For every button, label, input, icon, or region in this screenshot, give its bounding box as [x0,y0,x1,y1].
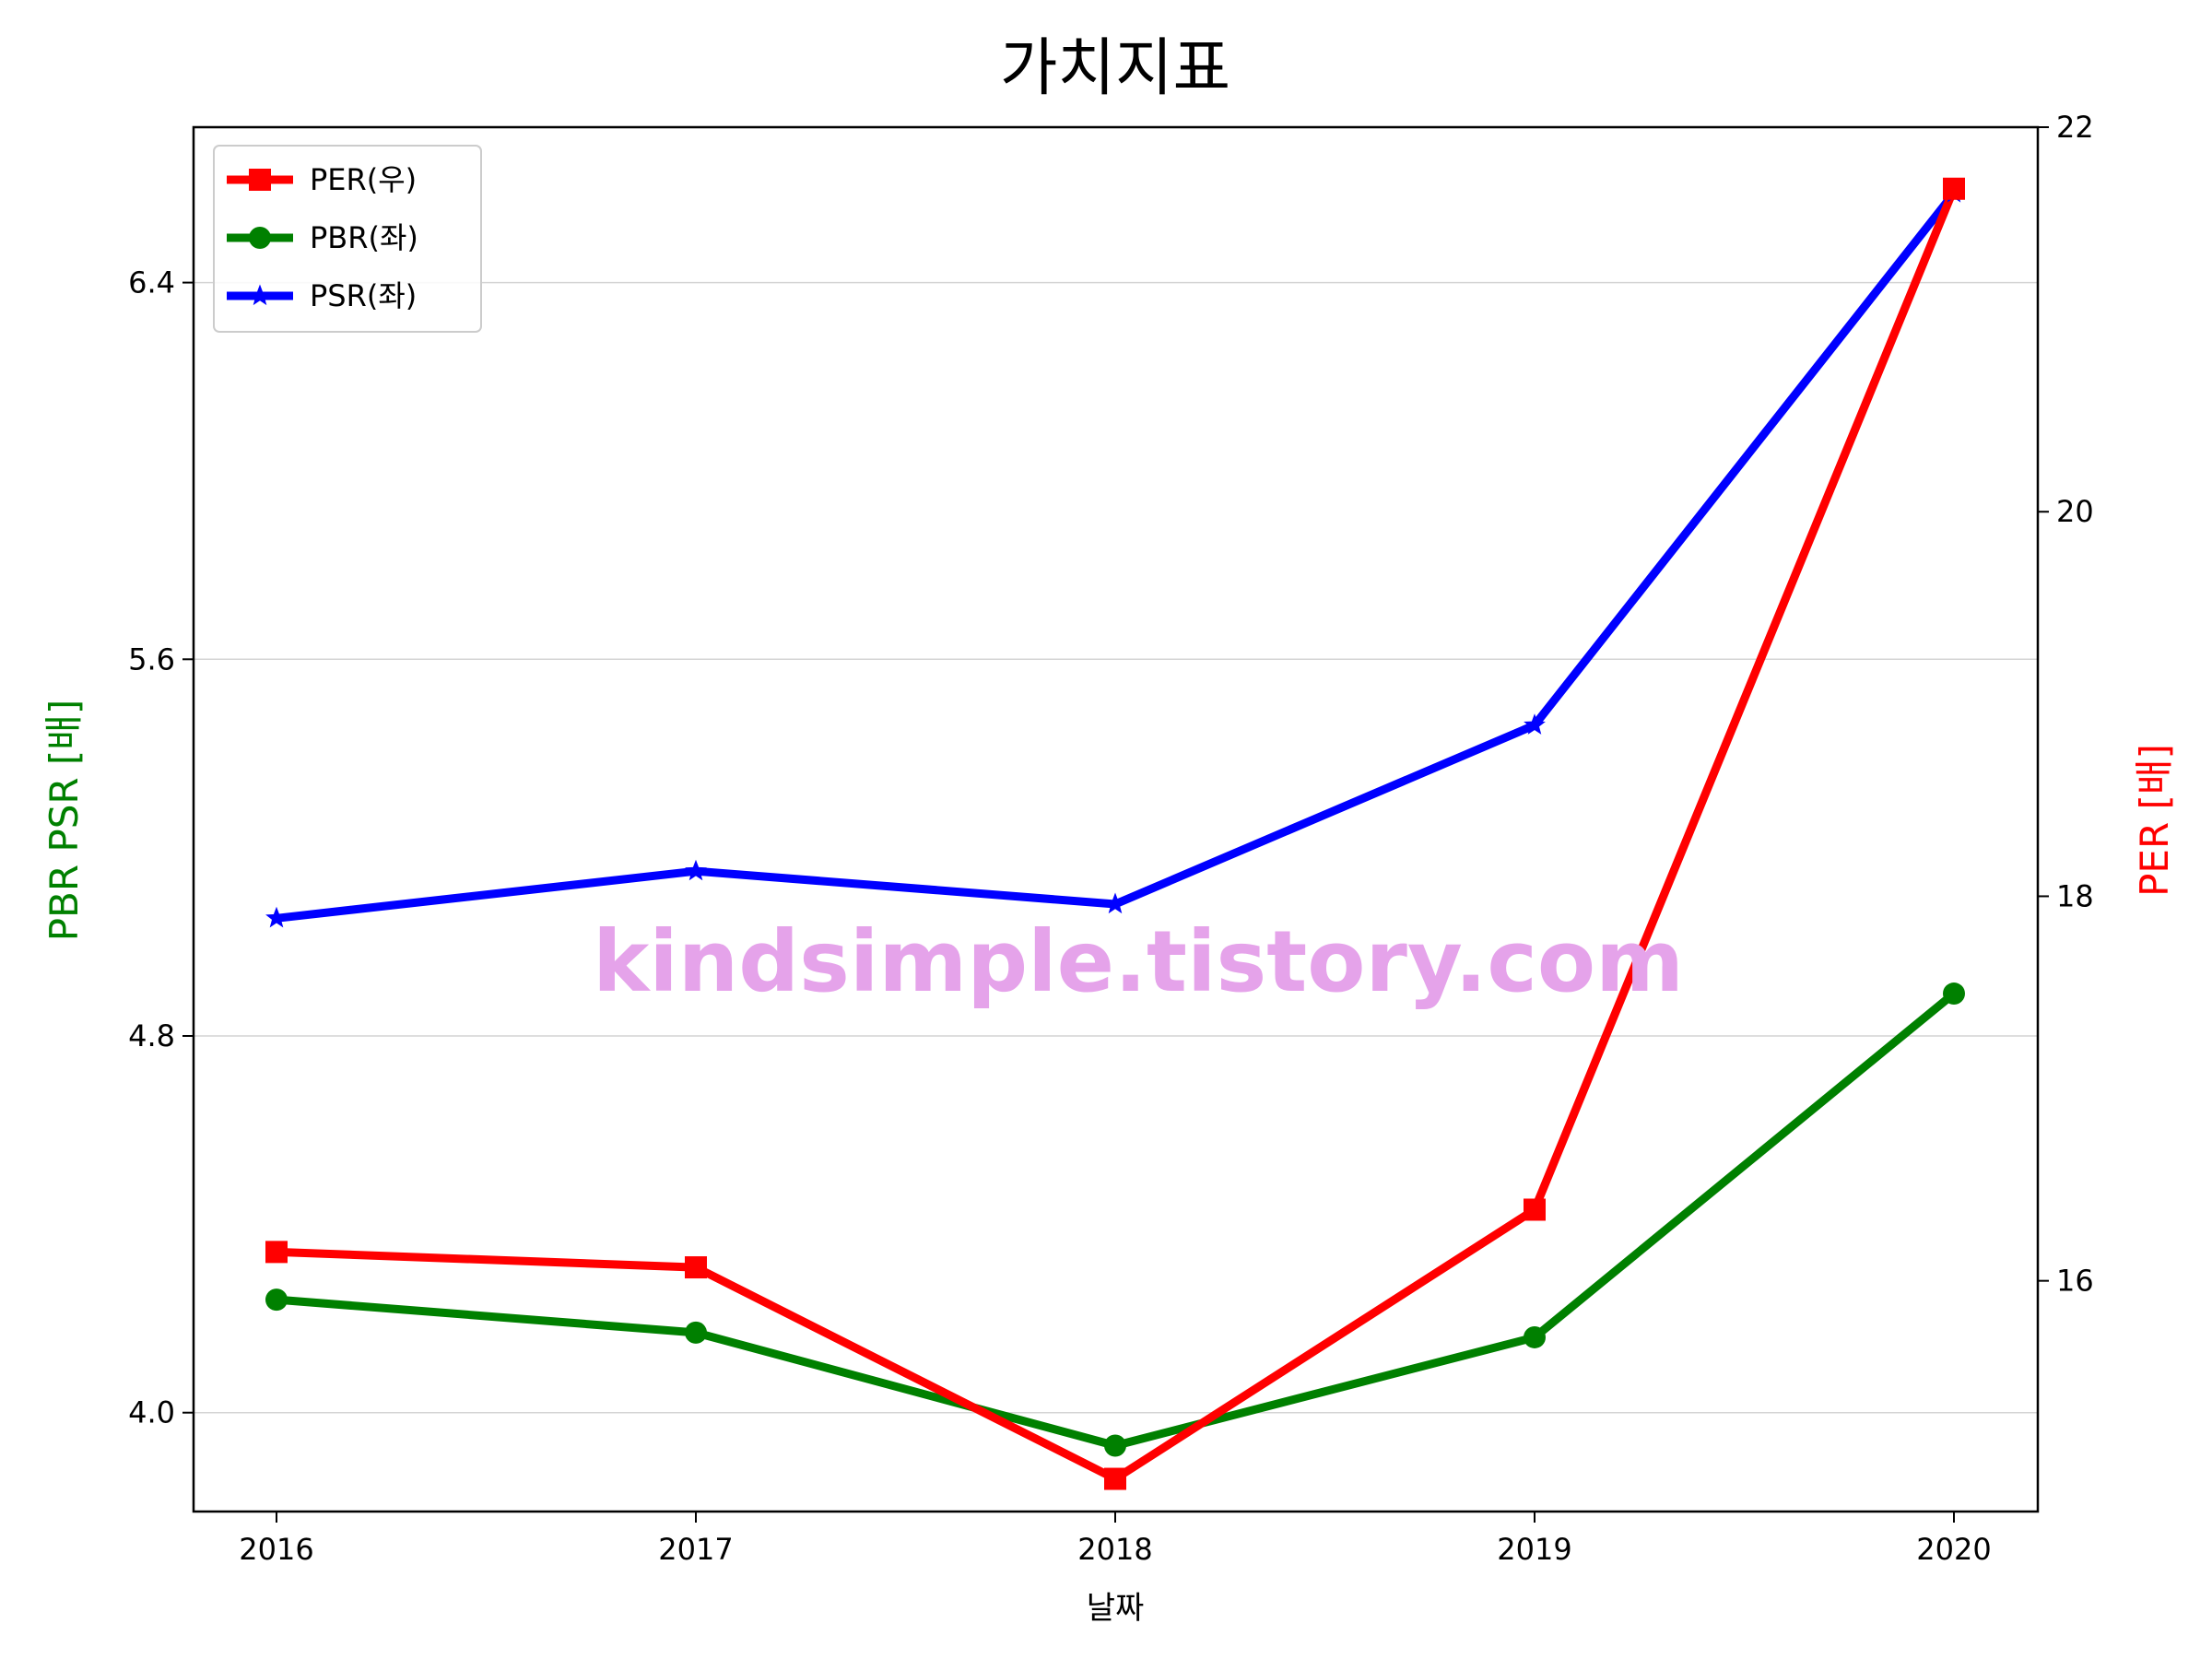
plot-frame [192,125,2040,1513]
legend-label: PSR(좌) [310,278,417,313]
data-point [265,1288,288,1312]
legend-label: PER(우) [310,162,417,197]
series-line [272,184,1959,1483]
data-point [1524,1325,1546,1348]
watermark: kindsimple.tistory.com [593,912,1684,1011]
right-tick-label: 20 [2056,494,2094,529]
legend-marker [249,284,271,306]
series-markers [265,177,1965,1490]
data-point [1524,713,1546,735]
legend-marker [249,169,271,191]
series-line [272,989,1959,1450]
left-tick-label: 4.8 [128,1018,175,1053]
chart-title: 가치지표 [1000,32,1230,105]
data-point [1104,892,1126,914]
left-tick-label: 5.6 [128,641,175,677]
legend-box [213,145,482,333]
right-y-axis: 16 18 20 22 [2038,110,2094,1299]
data-point [685,859,707,881]
legend-label: PBR(좌) [310,220,418,255]
legend-marker [249,227,271,249]
x-tick-label: 2019 [1497,1532,1571,1567]
data-point [685,1321,707,1344]
data-point [1943,177,1965,200]
x-tick-label: 2018 [1077,1532,1152,1567]
data-point [685,1256,707,1279]
data-point [265,1241,288,1264]
right-tick-label: 22 [2056,110,2094,145]
right-y-axis-label: PER [배] [2132,744,2177,897]
data-point [1943,982,1965,1006]
data-point [1104,1434,1126,1457]
data-point [1104,1467,1126,1490]
data-point [1524,1198,1546,1221]
series-lines [272,184,1959,1483]
x-axis: 2016 2017 2018 2019 2020 [239,1512,1992,1567]
left-y-axis-label: PBR PSR [배] [41,700,87,942]
x-tick-label: 2016 [239,1532,313,1567]
x-axis-label: 날짜 [1087,1590,1145,1627]
data-point [265,906,288,928]
left-tick-label: 4.0 [128,1395,175,1430]
right-tick-label: 18 [2056,878,2094,913]
legend: PER(우) PBR(좌) PSR(좌) [213,145,482,333]
left-tick-label: 6.4 [128,265,175,300]
left-y-axis: 4.0 4.8 5.6 6.4 [128,265,194,1430]
right-tick-label: 16 [2056,1264,2094,1299]
grid-lines [194,281,2038,1414]
x-tick-label: 2017 [658,1532,733,1567]
x-tick-label: 2020 [1916,1532,1991,1567]
